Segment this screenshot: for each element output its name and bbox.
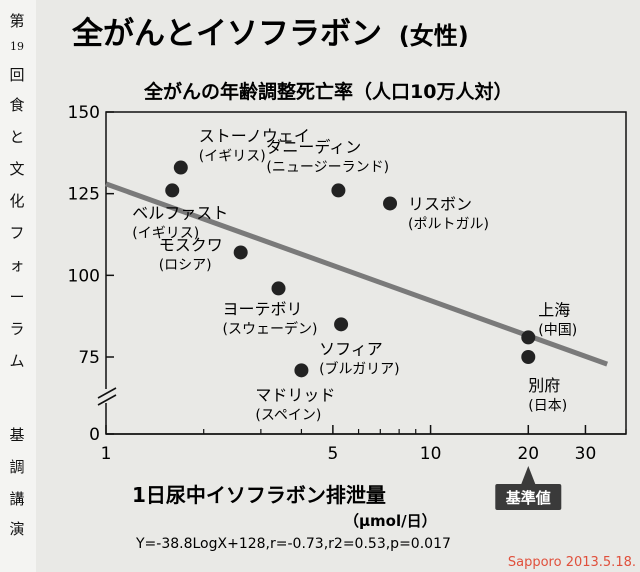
- y-axis-ticks: 0 75 100 125 150: [68, 103, 114, 445]
- point-label-name: マドリッド: [255, 385, 335, 404]
- reference-value-badge: 基準値: [495, 466, 562, 510]
- regression-formula: Y=-38.8LogX+128,r=-0.73,r2=0.53,p=0.017: [135, 536, 451, 552]
- y-tick-label: 0: [89, 425, 100, 445]
- x-tick-label: 20: [517, 444, 539, 464]
- point-label-name: 別府: [528, 376, 560, 395]
- y-tick-label: 100: [68, 266, 100, 286]
- data-points: [165, 160, 536, 378]
- x-tick-label: 10: [420, 444, 442, 464]
- side-char: 化: [9, 192, 25, 210]
- side-char: ラ: [9, 320, 25, 338]
- side-char: ー: [9, 288, 25, 306]
- x-axis-unit: （µmol/日）: [344, 512, 437, 530]
- side-char: 回: [9, 66, 25, 84]
- point-label-name: 上海: [538, 300, 570, 319]
- x-tick-label: 30: [575, 444, 597, 464]
- data-point: [331, 183, 346, 198]
- side-char: 食: [9, 96, 25, 114]
- y-tick-label: 150: [68, 103, 100, 123]
- side-char: 文: [9, 160, 25, 178]
- side-char: 基: [9, 426, 25, 444]
- chart-title-suffix: (女性): [399, 22, 469, 50]
- point-label-country: (ポルトガル): [408, 216, 489, 232]
- x-axis-label: 1日尿中イソフラボン排泄量: [132, 483, 386, 507]
- x-tick-label: 1: [101, 444, 112, 464]
- side-char: ム: [9, 352, 25, 370]
- point-label-country: (中国): [538, 322, 577, 338]
- data-point: [521, 330, 536, 345]
- point-label-country: (ロシア): [159, 257, 212, 273]
- side-char: と: [9, 128, 25, 146]
- scatter-chart: 全がんとイソフラボン (女性) 全がんの年齢調整死亡率（人口10万人対） 0 75…: [68, 16, 636, 570]
- data-point: [383, 196, 398, 211]
- chart-subtitle: 全がんの年齢調整死亡率（人口10万人対）: [143, 80, 512, 103]
- data-point: [294, 363, 309, 378]
- reference-label: 基準値: [505, 489, 551, 507]
- point-label-name: ストーノウェイ: [199, 127, 310, 146]
- point-labels: ストーノウェイ(イギリス)ベルファスト(イギリス)ダニーディン(ニュージーランド…: [132, 127, 577, 424]
- x-tick-label: 5: [327, 444, 338, 464]
- watermark: Sapporo 2013.5.18.: [508, 555, 636, 570]
- point-label-country: (ブルガリア): [319, 360, 400, 377]
- point-label-country: (スウェーデン): [223, 320, 318, 337]
- y-axis-break-mark: [96, 387, 117, 406]
- point-label-name: モスクワ: [159, 235, 223, 254]
- chart-panel: 全がんとイソフラボン (女性) 全がんの年齢調整死亡率（人口10万人対） 0 75…: [36, 0, 640, 572]
- side-char: 講: [9, 490, 25, 508]
- point-label-name: ソフィア: [319, 339, 383, 358]
- point-label-name: リスボン: [408, 194, 472, 213]
- data-point: [233, 245, 248, 260]
- chart-title: 全がんとイソフラボン (女性): [71, 16, 469, 52]
- point-label-country: (イギリス): [199, 149, 266, 165]
- data-point: [165, 183, 180, 198]
- point-label-country: (イギリス): [132, 225, 199, 241]
- point-label-name: ヨーテボリ: [223, 299, 303, 318]
- reference-arrow-icon: [521, 466, 536, 484]
- side-char: ォ: [9, 256, 25, 274]
- y-tick-label: 125: [68, 185, 100, 205]
- side-char: 19: [10, 40, 24, 53]
- data-point: [521, 350, 536, 364]
- point-label-country: (日本): [528, 398, 567, 414]
- data-point: [271, 281, 286, 296]
- side-vertical-caption: 第 19 回食と文化フォーラム基調講演: [0, 0, 34, 572]
- point-label-name: ダニーディン: [266, 137, 361, 156]
- data-point: [334, 317, 349, 332]
- side-char: フ: [9, 224, 25, 242]
- chart-title-main: 全がんとイソフラボン: [71, 16, 382, 52]
- side-char: 演: [9, 520, 25, 538]
- point-label-country: (スペイン): [255, 407, 321, 423]
- side-char: 調: [9, 458, 25, 476]
- side-char: 第: [9, 12, 25, 30]
- data-point: [173, 160, 188, 175]
- point-label-country: (ニュージーランド): [266, 159, 389, 175]
- y-tick-label: 75: [78, 348, 100, 368]
- x-axis-ticks: 1 5 10 20 30: [101, 425, 627, 464]
- point-label-name: ベルファスト: [132, 203, 228, 222]
